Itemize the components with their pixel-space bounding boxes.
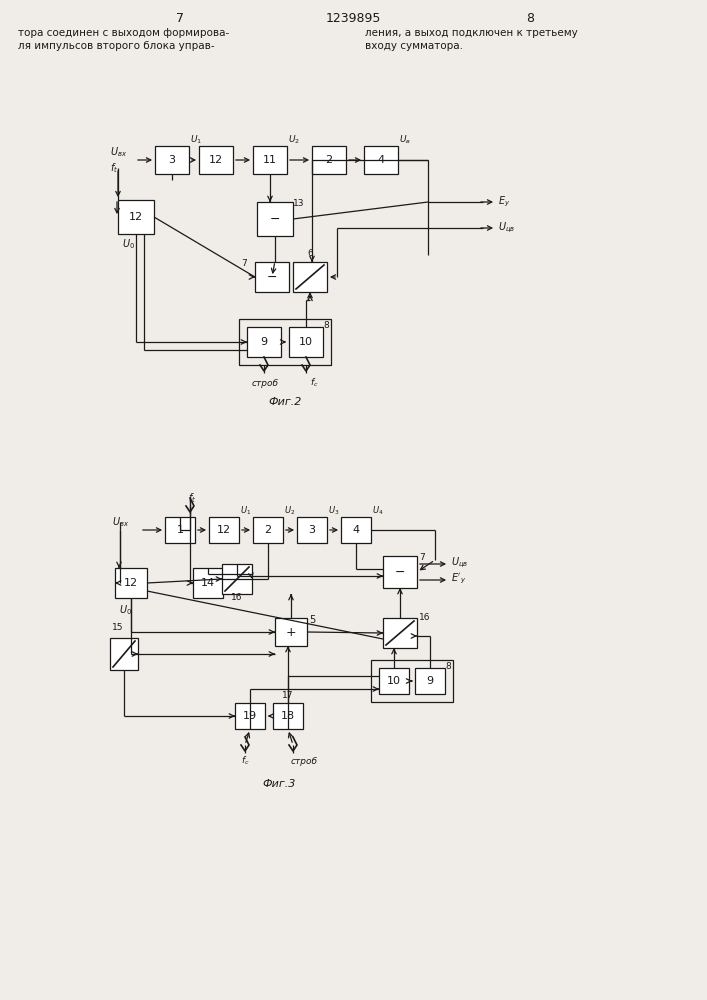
Text: 8: 8 (445, 662, 451, 671)
Bar (118, 200, 154, 234)
Bar (199, 146, 233, 174)
Text: $U_3$: $U_3$ (328, 505, 339, 517)
Text: 7: 7 (176, 12, 184, 25)
Bar (415, 668, 445, 694)
Text: 3: 3 (168, 155, 175, 165)
Text: $f_c$: $f_c$ (310, 377, 319, 389)
Bar (273, 703, 303, 729)
Text: 6: 6 (307, 249, 313, 258)
Text: 2: 2 (325, 155, 332, 165)
Bar (193, 568, 223, 598)
Text: 10: 10 (299, 337, 313, 347)
Text: $U_{вх}$: $U_{вх}$ (110, 145, 127, 159)
Bar (293, 262, 327, 292)
Bar (239, 319, 331, 365)
Bar (383, 556, 417, 588)
Text: $U_2$: $U_2$ (288, 134, 300, 146)
Text: 5: 5 (309, 615, 315, 625)
Text: 18: 18 (281, 711, 295, 721)
Text: −: − (267, 270, 277, 284)
Text: 16: 16 (419, 613, 431, 622)
Text: 1239895: 1239895 (325, 12, 380, 25)
Bar (257, 202, 293, 236)
Bar (235, 703, 265, 729)
Bar (155, 146, 189, 174)
Bar (253, 517, 283, 543)
Text: $U_4$: $U_4$ (372, 505, 384, 517)
Text: 12: 12 (124, 578, 138, 588)
Text: 10: 10 (387, 676, 401, 686)
Text: 8: 8 (526, 12, 534, 25)
Bar (341, 517, 371, 543)
Text: Фиг.2: Фиг.2 (269, 397, 302, 407)
Text: +: + (286, 626, 296, 639)
Text: тора соединен с выходом формирова-: тора соединен с выходом формирова- (18, 28, 229, 38)
Text: 8: 8 (323, 321, 329, 330)
Text: $U_{цв}$: $U_{цв}$ (451, 556, 469, 570)
Bar (297, 517, 327, 543)
Text: $U_в$: $U_в$ (399, 134, 411, 146)
Text: $U_1$: $U_1$ (240, 505, 251, 517)
Text: 3: 3 (308, 525, 315, 535)
Text: $U_2$: $U_2$ (284, 505, 296, 517)
Bar (165, 517, 195, 543)
Text: 12: 12 (129, 212, 143, 222)
Text: $E_y$: $E_y$ (498, 195, 510, 209)
Text: 9: 9 (426, 676, 433, 686)
Text: строб: строб (291, 756, 318, 766)
Bar (247, 327, 281, 357)
Text: 4: 4 (352, 525, 360, 535)
Text: 19: 19 (243, 711, 257, 721)
Bar (115, 568, 147, 598)
Text: ля импульсов второго блока управ-: ля импульсов второго блока управ- (18, 41, 215, 51)
Text: $f_c$: $f_c$ (241, 755, 250, 767)
Text: 2: 2 (264, 525, 271, 535)
Text: 12: 12 (217, 525, 231, 535)
Text: −: − (270, 213, 280, 226)
Text: 7: 7 (419, 554, 425, 562)
Bar (255, 262, 289, 292)
Text: 12: 12 (209, 155, 223, 165)
Text: 14: 14 (201, 578, 215, 588)
Text: входу сумматора.: входу сумматора. (365, 41, 463, 51)
Text: $E'_y$: $E'_y$ (451, 572, 467, 586)
Text: $U_{вх}$: $U_{вх}$ (112, 515, 129, 529)
Bar (364, 146, 398, 174)
Text: $U_1$: $U_1$ (190, 134, 202, 146)
Bar (253, 146, 287, 174)
Bar (275, 618, 307, 646)
Bar (222, 564, 252, 594)
Text: $f_t$: $f_t$ (188, 491, 197, 505)
Text: 16: 16 (231, 593, 243, 602)
Bar (110, 638, 138, 670)
Text: 4: 4 (378, 155, 385, 165)
Text: ления, а выход подключен к третьему: ления, а выход подключен к третьему (365, 28, 578, 38)
Bar (371, 660, 453, 702)
Text: строб: строб (252, 378, 279, 387)
Bar (289, 327, 323, 357)
Text: 17: 17 (282, 690, 293, 700)
Text: $U_0$: $U_0$ (119, 603, 132, 617)
Text: −: − (395, 566, 405, 578)
Text: 7: 7 (241, 259, 247, 268)
Bar (209, 517, 239, 543)
Text: 9: 9 (260, 337, 267, 347)
Text: Фиг.3: Фиг.3 (262, 779, 296, 789)
Text: 13: 13 (293, 200, 305, 209)
Text: $f_t$: $f_t$ (110, 161, 118, 175)
Text: $U_{цв}$: $U_{цв}$ (498, 221, 515, 235)
Text: $U_0$: $U_0$ (122, 237, 135, 251)
Text: 11: 11 (263, 155, 277, 165)
Text: 15: 15 (112, 624, 124, 633)
Bar (379, 668, 409, 694)
Text: 1: 1 (177, 525, 184, 535)
Bar (312, 146, 346, 174)
Bar (383, 618, 417, 648)
